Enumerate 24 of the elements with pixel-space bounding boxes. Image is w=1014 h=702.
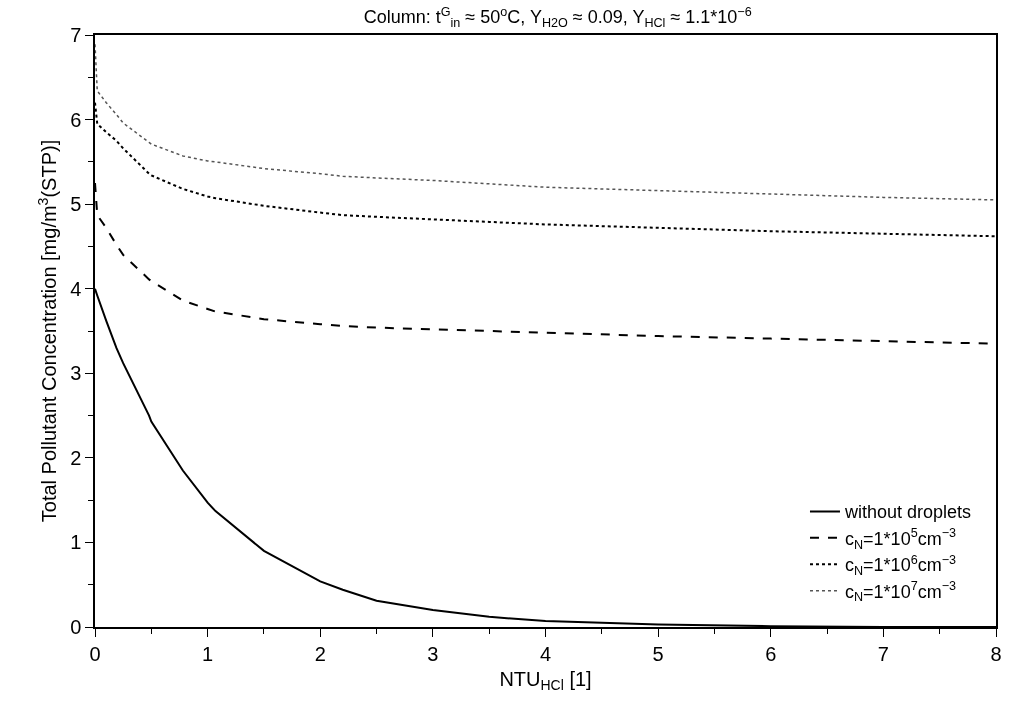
y-tick-label: 6 xyxy=(70,108,82,131)
x-tick-label: 0 xyxy=(89,642,101,665)
legend-label: c$_{N}$=1*10$^{7}$cm$^{−3}$ xyxy=(844,579,957,605)
y-tick-label: 5 xyxy=(70,193,82,216)
x-tick-label: 3 xyxy=(427,642,439,665)
y-tick-label: 2 xyxy=(70,446,82,469)
legend-label: c$_{N}$=1*10$^{5}$cm$^{−3}$ xyxy=(844,526,957,552)
x-tick-label: 5 xyxy=(652,642,664,665)
x-tick-label: 6 xyxy=(765,642,777,665)
x-tick-label: 8 xyxy=(990,642,1002,665)
legend-label: without droplets xyxy=(843,502,972,523)
y-tick-label: 4 xyxy=(70,277,82,300)
line-series xyxy=(95,43,996,201)
y-tick-label: 0 xyxy=(70,616,82,638)
y-tick-label: 1 xyxy=(70,531,82,554)
y-tick-label: 3 xyxy=(70,362,82,385)
legend-label: c$_{N}$=1*10$^{6}$cm$^{−3}$ xyxy=(844,552,957,579)
x-tick-label: 2 xyxy=(314,642,326,665)
x-tick-label: 7 xyxy=(877,642,889,665)
chart-title: Column: t$^{G}$$_{in}$ ≈ 50$^{o}$C, Y$_{H2O}$ ≈ 0.09, Y$_{HCl}$ ≈ 1.1*10$^{−6}$ xyxy=(363,4,752,30)
x-axis-title: NTU$_{HCl}$ [1] xyxy=(499,667,592,693)
x-tick-label: 1 xyxy=(202,642,214,665)
y-tick-label: 7 xyxy=(70,24,82,46)
x-tick-label: 4 xyxy=(539,642,552,665)
